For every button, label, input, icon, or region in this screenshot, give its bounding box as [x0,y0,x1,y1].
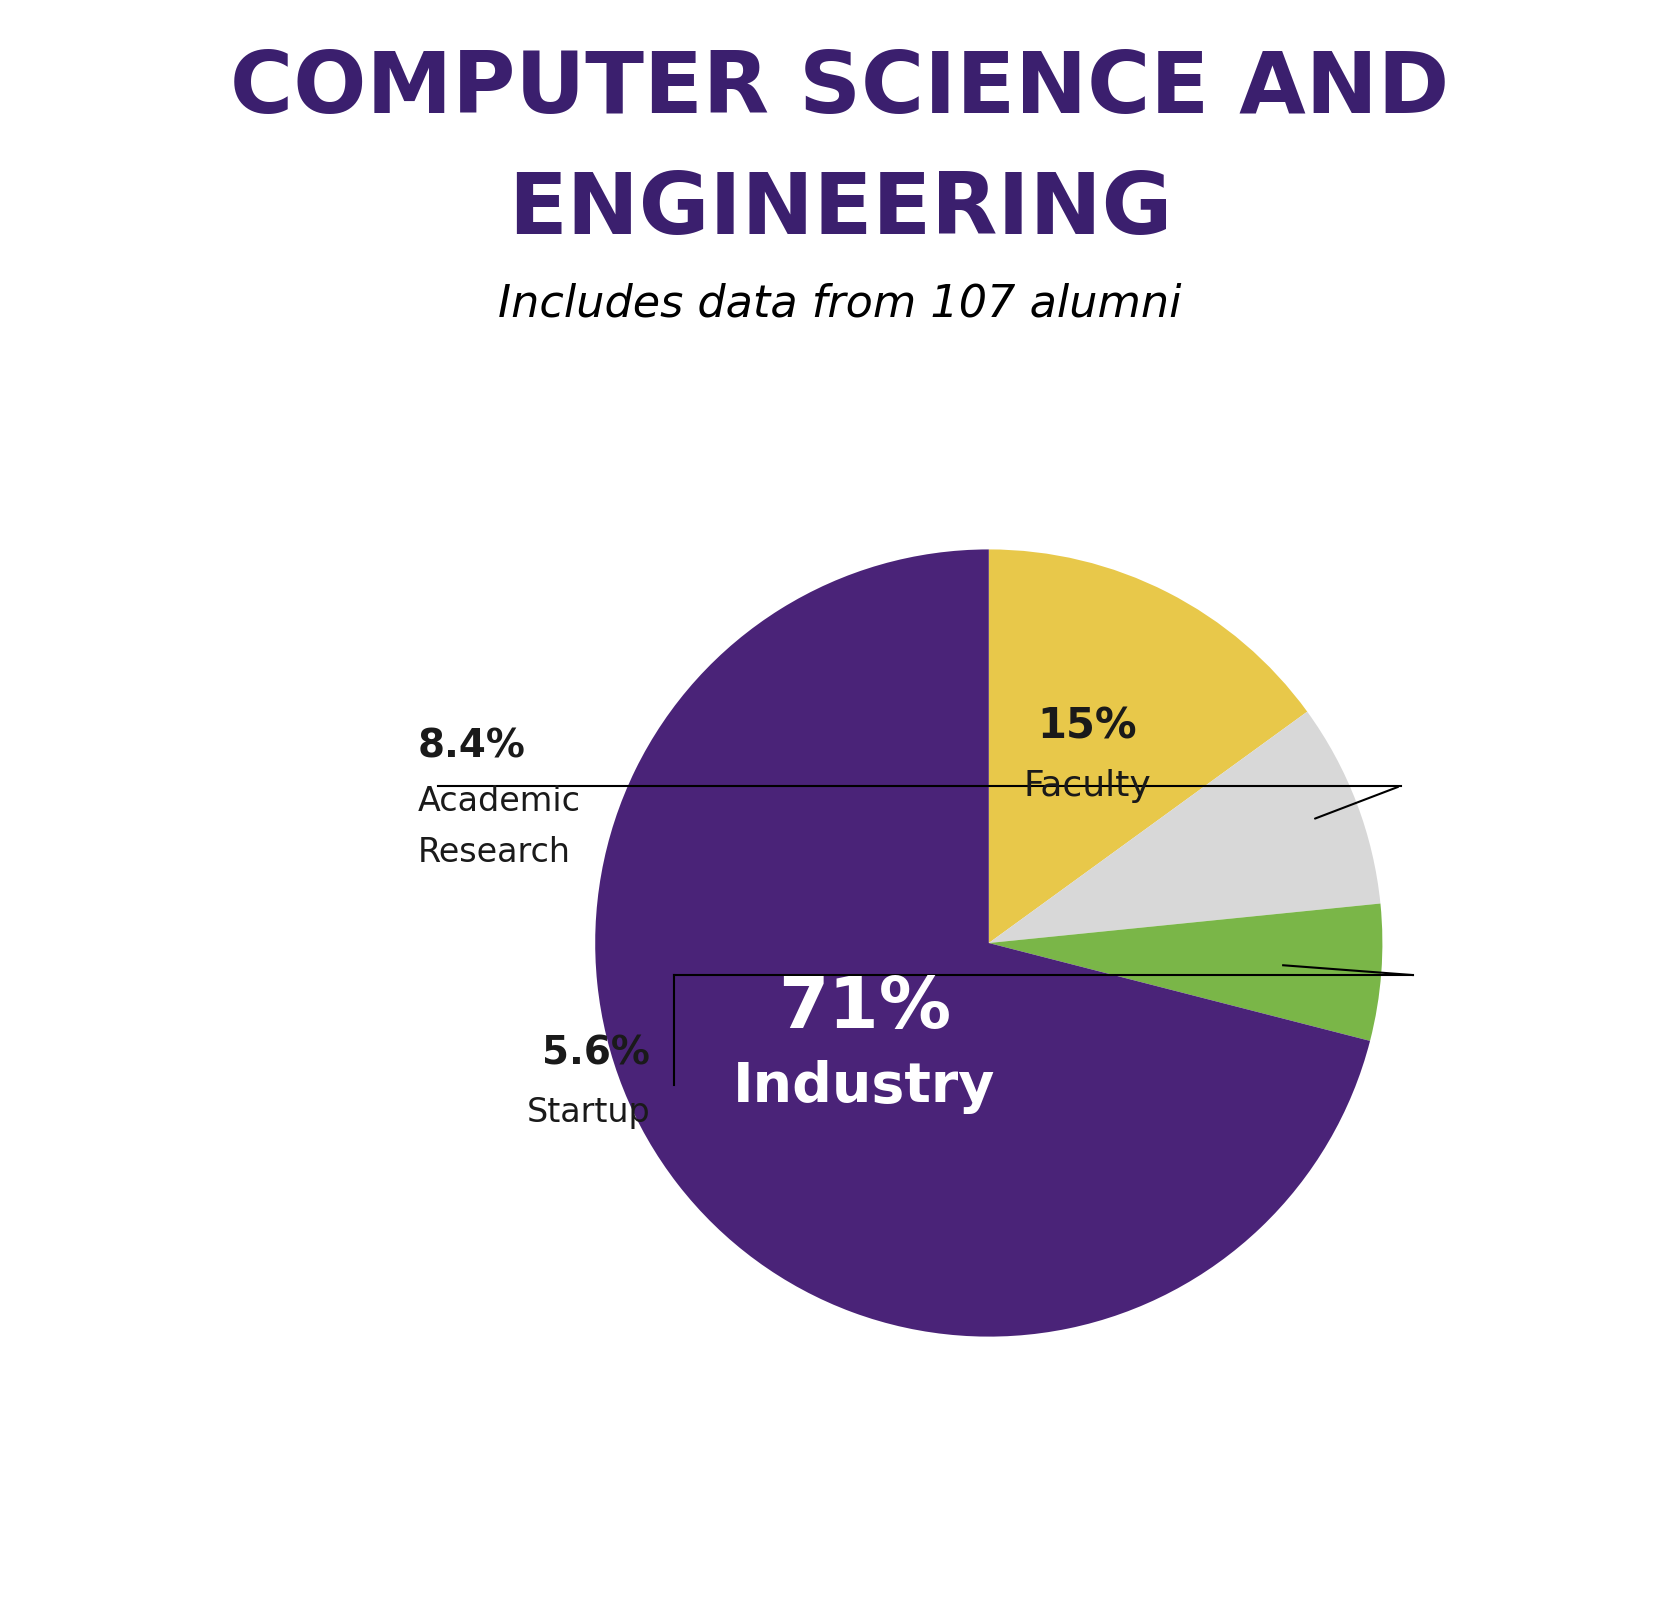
Wedge shape [990,903,1383,1041]
Text: 15%: 15% [1037,706,1137,748]
Text: Startup: Startup [526,1096,650,1130]
Wedge shape [990,711,1381,943]
Wedge shape [990,550,1307,943]
Text: Industry: Industry [732,1059,996,1114]
Text: Faculty: Faculty [1023,769,1151,803]
Text: ENGINEERING: ENGINEERING [507,169,1173,251]
Text: 71%: 71% [778,974,951,1043]
Text: Research: Research [418,837,571,869]
Text: COMPUTER SCIENCE AND: COMPUTER SCIENCE AND [230,48,1450,131]
Text: Academic: Academic [418,785,581,819]
Text: 5.6%: 5.6% [543,1035,650,1072]
Wedge shape [595,550,1369,1336]
Text: 8.4%: 8.4% [418,727,526,766]
Text: Includes data from 107 alumni: Includes data from 107 alumni [499,282,1181,326]
